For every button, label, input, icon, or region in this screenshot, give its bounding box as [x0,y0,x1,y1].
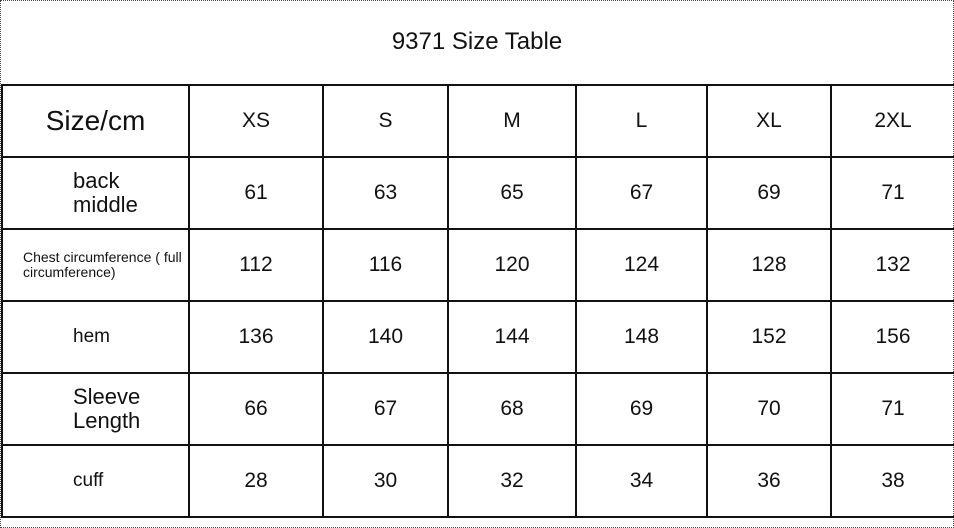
table-cell: 71 [830,156,954,230]
table-cell: 70 [706,372,832,446]
table-cell: 67 [575,156,708,230]
size-header: S [322,84,449,158]
table-cell: 71 [830,372,954,446]
table-row: cuff 28 30 32 34 36 38 [1,444,954,518]
table-cell: 28 [188,444,324,518]
table-title: 9371 Size Table [391,28,563,55]
table-cell: 120 [447,228,577,302]
table-cell: 34 [575,444,708,518]
size-header: 2XL [830,84,954,158]
table-cell: 112 [188,228,324,302]
size-header: M [447,84,577,158]
row-label: hem [1,300,190,374]
table-cell: 144 [447,300,577,374]
table-cell: 66 [188,372,324,446]
table-cell: 140 [322,300,449,374]
table-cell: 156 [830,300,954,374]
table-cell: 61 [188,156,324,230]
size-table: Size/cm XS S M L XL 2XL back middle 61 63 6… [1,84,954,518]
table-cell: 68 [447,372,577,446]
table-cell: 148 [575,300,708,374]
table-cell: 32 [447,444,577,518]
table-cell: 63 [322,156,449,230]
table-cell: 65 [447,156,577,230]
row-label: Chest circumference ( full circumference… [1,228,190,302]
header-label: Size/cm [1,84,190,158]
table-cell: 116 [322,228,449,302]
table-cell: 152 [706,300,832,374]
table-row: hem 136 140 144 148 152 156 [1,300,954,374]
size-header: XS [188,84,324,158]
table-cell: 30 [322,444,449,518]
table-cell: 36 [706,444,832,518]
size-header: XL [706,84,832,158]
table-cell: 128 [706,228,832,302]
table-cell: 69 [575,372,708,446]
table-cell: 38 [830,444,954,518]
row-label: back middle [1,156,190,230]
table-cell: 67 [322,372,449,446]
table-row: back middle 61 63 65 67 69 71 [1,156,954,230]
row-label: cuff [1,444,190,518]
header-row: Size/cm XS S M L XL 2XL [1,84,954,158]
size-header: L [575,84,708,158]
table-cell: 69 [706,156,832,230]
row-label: Sleeve Length [1,372,190,446]
table-row: Sleeve Length 66 67 68 69 70 71 [1,372,954,446]
table-cell: 136 [188,300,324,374]
table-row: Chest circumference ( full circumference… [1,228,954,302]
table-cell: 132 [830,228,954,302]
table-cell: 124 [575,228,708,302]
